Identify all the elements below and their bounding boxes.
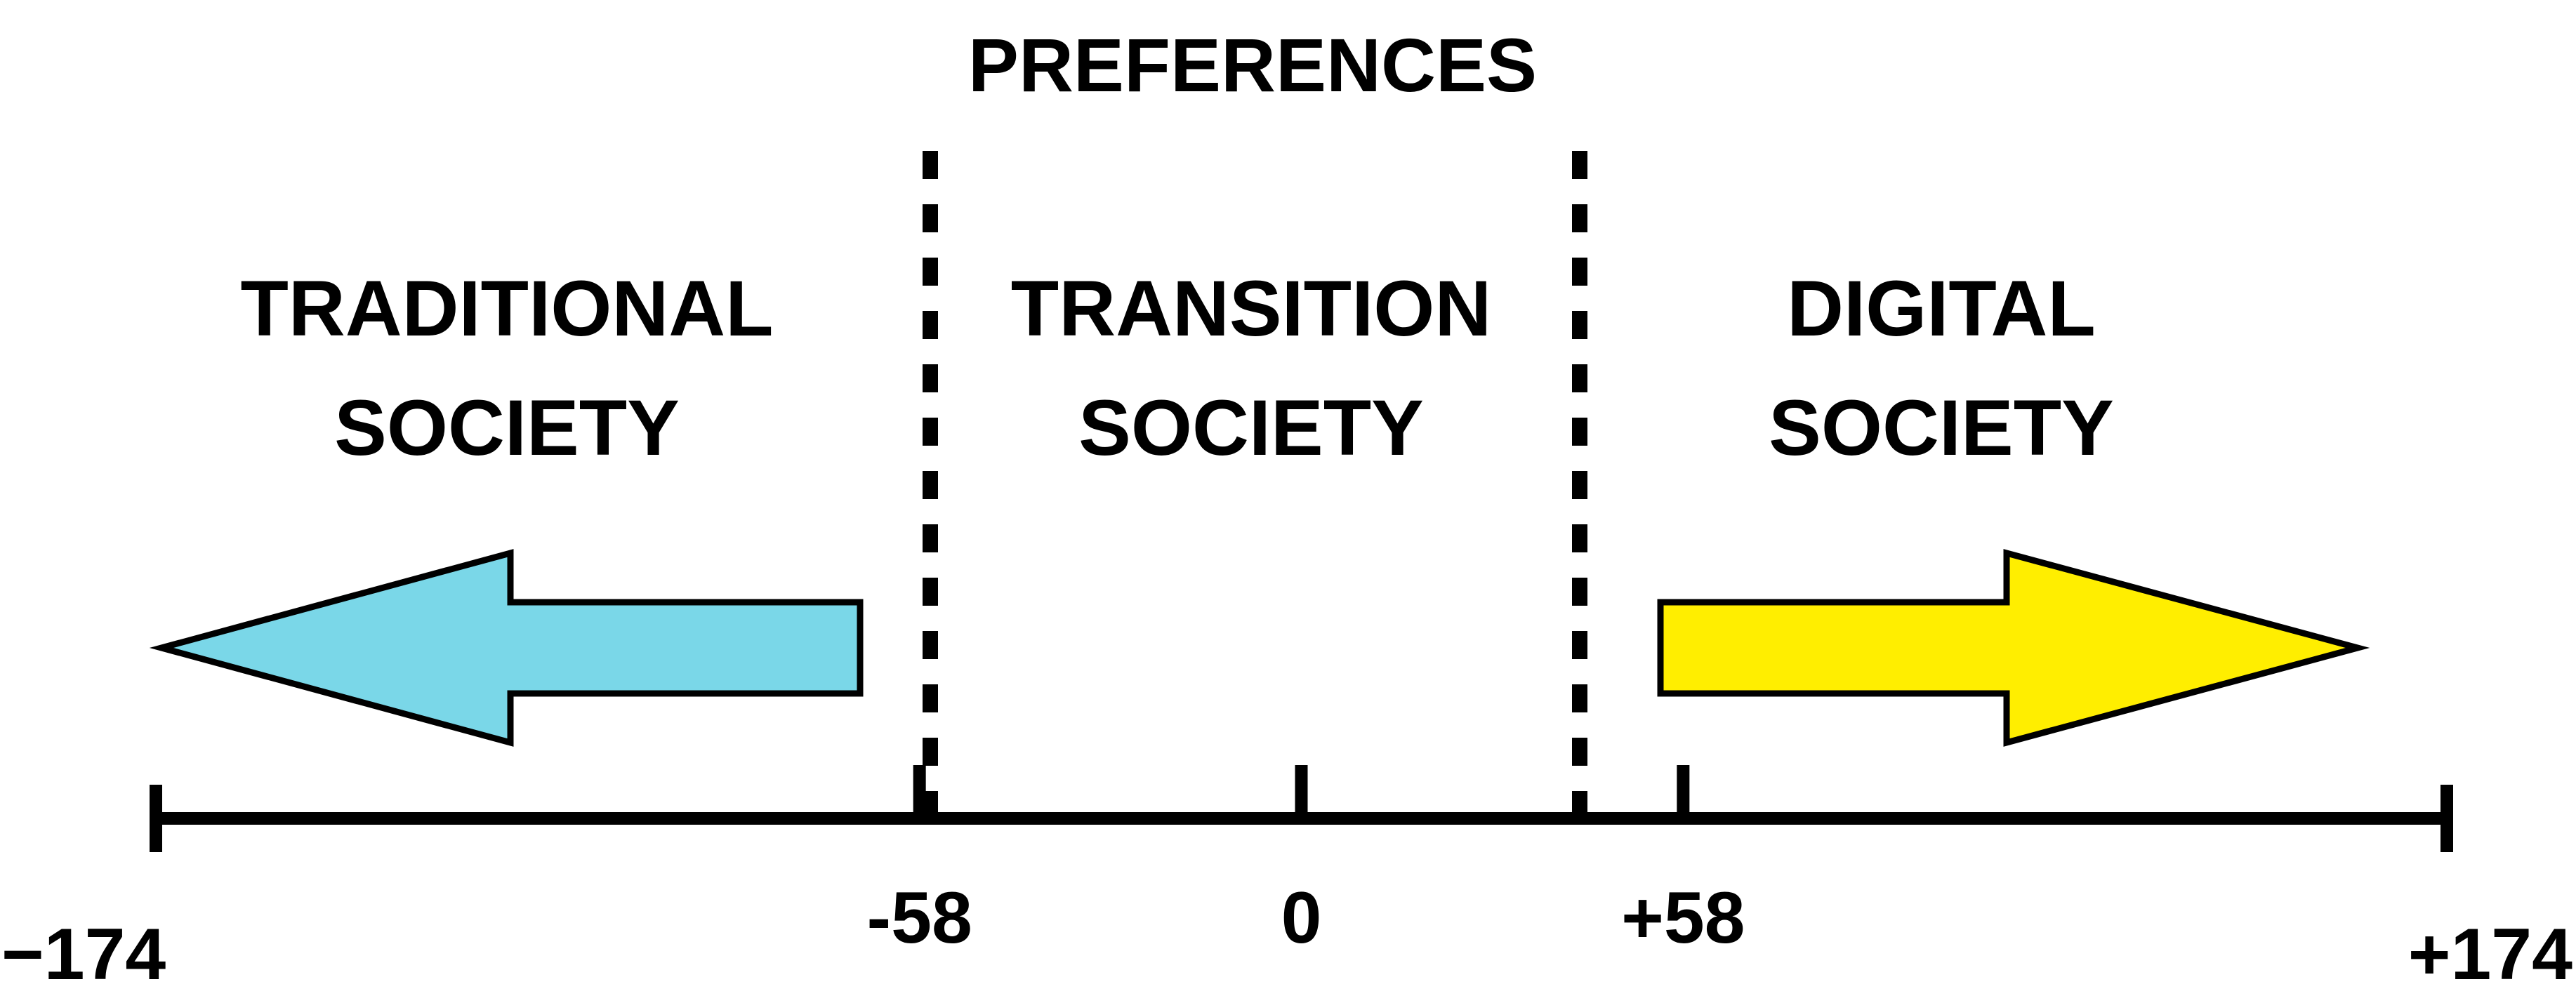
- digital-society-label-line2: SOCIETY: [1769, 384, 2114, 472]
- tick-label-plus-58: +58: [1621, 877, 1745, 959]
- right-arrow: [1657, 549, 2370, 747]
- traditional-society-label-line2: SOCIETY: [334, 384, 680, 472]
- tick-label-minus-174: −174: [1, 914, 166, 995]
- transition-society-label-line1: TRANSITION: [1011, 265, 1491, 352]
- traditional-society-label-line1: TRADITIONAL: [240, 265, 773, 352]
- tick-label-minus-58: -58: [867, 877, 972, 959]
- left-arrow: [149, 549, 864, 747]
- tick-label-zero: 0: [1281, 877, 1322, 959]
- tick-label-plus-174: +174: [2408, 914, 2572, 995]
- digital-society-label-line1: DIGITAL: [1787, 265, 2096, 352]
- transition-society-label-line2: SOCIETY: [1078, 384, 1424, 472]
- diagram-title: PREFERENCES: [968, 22, 1537, 107]
